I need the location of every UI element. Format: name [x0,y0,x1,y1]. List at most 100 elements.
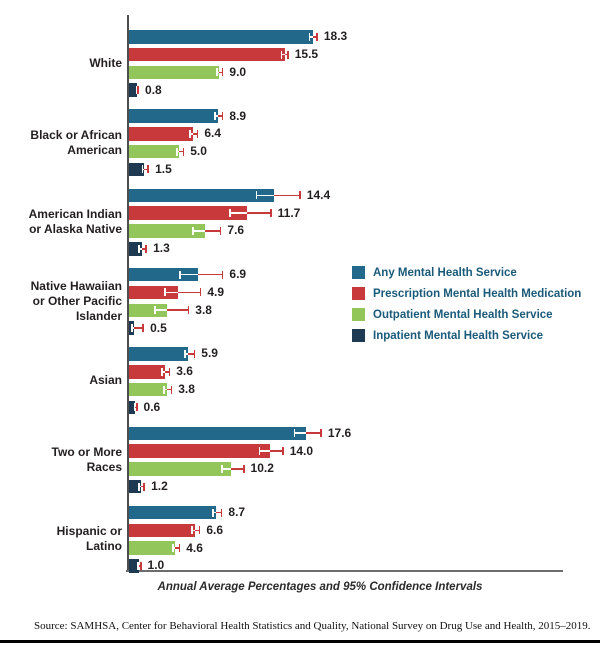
bar [129,444,270,458]
category-label: Black or African American [30,127,122,157]
error-bar-outer [193,133,199,135]
value-label: 4.6 [186,540,203,555]
error-tick-high [221,112,224,121]
source-note: Source: SAMHSA, Center for Behavioral He… [34,620,591,632]
error-tick-high [221,68,224,77]
value-label: 3.8 [195,302,212,317]
category-label: American Indian or Alaska Native [28,207,122,237]
error-bar-inner [163,388,168,391]
bar [129,83,138,97]
axis-caption: Annual Average Percentages and 95% Confi… [157,581,483,593]
value-label: 11.7 [277,205,301,220]
legend-swatch [352,266,365,279]
error-tick-high [137,86,140,95]
error-tick-high [196,129,199,138]
error-tick-high [299,191,301,200]
value-label: 0.8 [145,82,162,97]
legend-label: Any Mental Health Service [373,266,517,279]
legend-item: Outpatient Mental Health Service [352,304,581,325]
error-tick-low [189,129,191,138]
error-bar-inner [138,247,143,250]
value-label: 0.5 [150,320,167,335]
error-tick-high [139,561,142,570]
error-tick-low [163,385,165,394]
error-tick-high [221,270,224,279]
legend-item: Prescription Mental Health Medication [352,283,581,304]
error-bar-inner [293,432,306,435]
error-tick-high [198,526,201,535]
error-tick-low [214,112,216,121]
error-tick-low [280,50,283,59]
error-bar-outer [188,353,196,355]
legend-swatch [352,287,365,300]
error-bar-outer [284,53,289,56]
value-label: 1.3 [153,241,170,256]
error-bar-inner [179,273,199,276]
error-tick-high [143,482,146,491]
bar [129,224,206,238]
error-bar-outer [231,468,245,470]
error-bar-inner [212,511,217,514]
error-bar-outer [179,150,185,153]
bar [129,541,176,555]
error-tick-low [191,526,193,535]
value-label: 6.4 [204,126,221,141]
error-bar-inner [308,35,313,38]
error-bar-inner [255,194,274,197]
error-tick-high [219,226,222,235]
bar [129,400,136,415]
value-label: 9.0 [229,64,247,79]
error-bar-outer [195,529,201,532]
error-tick-low [216,68,218,77]
error-bar-inner [280,53,285,56]
bar [129,347,189,361]
value-label: 8.7 [228,505,246,520]
error-tick-high [270,209,272,218]
error-tick-low [176,147,178,156]
error-tick-low [184,349,186,358]
bar [129,162,145,177]
value-label: 1.5 [155,161,172,176]
bar [129,30,313,44]
error-tick-low [131,324,133,333]
bar [129,462,232,476]
error-bar-outer [305,432,322,435]
error-tick-low [172,544,174,553]
error-bar-outer [218,115,224,117]
error-tick-low [212,508,214,517]
category-label: Asian [89,373,122,388]
error-tick-low [192,226,194,235]
value-label: 5.9 [201,346,218,361]
value-label: 15.5 [294,47,319,62]
error-tick-high [199,288,202,297]
error-tick-low [154,306,156,315]
error-bar-outer [175,547,181,549]
legend-label: Prescription Mental Health Medication [373,287,582,300]
value-label: 1.2 [151,479,168,494]
error-tick-low [293,429,296,438]
error-bar-outer [165,370,171,373]
error-bar-inner [154,309,168,312]
error-tick-high [282,447,284,456]
category-label: Native Hawaiian or Other Pacific Islander [30,278,122,323]
error-tick-low [255,191,258,200]
error-tick-low [221,464,224,473]
bar [129,382,168,397]
bar [129,523,196,538]
bottom-rule [0,640,600,643]
error-tick-low [138,482,140,491]
bar [129,559,140,573]
x-axis-line [126,570,563,572]
error-bar-outer [178,291,202,294]
error-bar-inner [214,115,219,117]
error-tick-high [135,403,138,412]
error-bar-outer [134,327,145,329]
error-bar-inner [258,450,270,452]
error-bar-outer [167,309,190,312]
error-bar-outer [205,230,222,232]
error-bar-outer [167,388,173,391]
legend-swatch [352,329,365,342]
bar [129,303,168,317]
error-tick-high [320,429,322,438]
error-bar-outer [219,71,224,74]
